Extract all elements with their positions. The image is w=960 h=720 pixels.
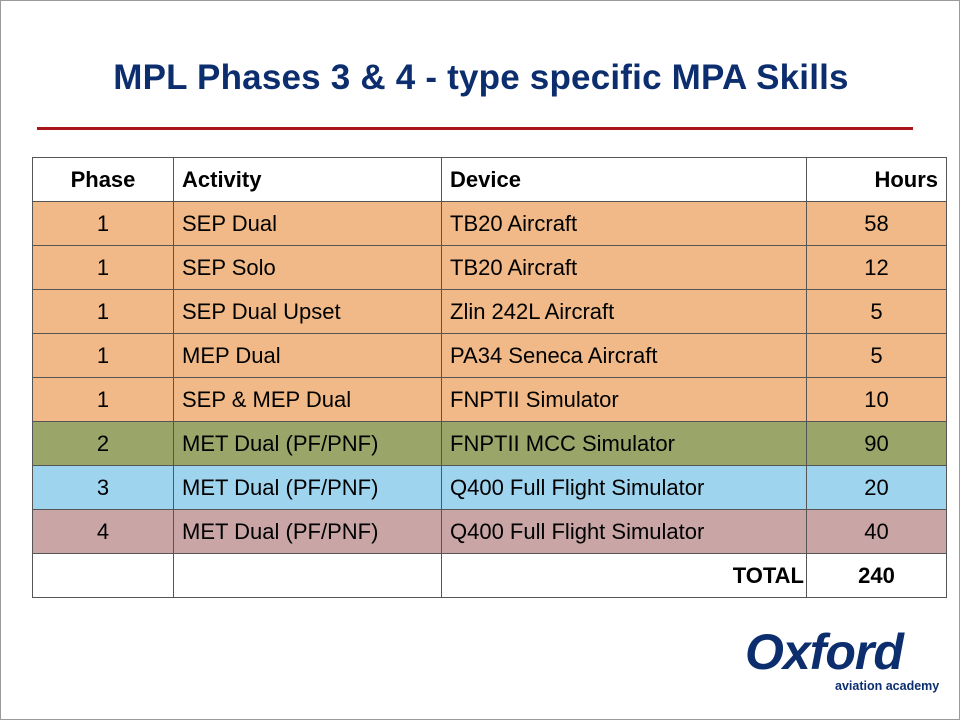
oxford-logo: Oxford aviation academy (745, 624, 945, 699)
table-row: 3 MET Dual (PF/PNF) Q400 Full Flight Sim… (32, 465, 947, 510)
table-row: 4 MET Dual (PF/PNF) Q400 Full Flight Sim… (32, 509, 947, 554)
cell-hours: 40 (806, 509, 947, 554)
cell-activity: MET Dual (PF/PNF) (173, 421, 442, 466)
cell-hours: 10 (806, 377, 947, 422)
cell-phase: 2 (32, 421, 174, 466)
table-header-row: Phase Activity Device Hours (32, 157, 947, 202)
cell-activity: MET Dual (PF/PNF) (173, 509, 442, 554)
cell-hours: 58 (806, 201, 947, 246)
empty-cell (32, 553, 174, 598)
table-row: 2 MET Dual (PF/PNF) FNPTII MCC Simulator… (32, 421, 947, 466)
cell-device: FNPTII MCC Simulator (441, 421, 807, 466)
cell-device: FNPTII Simulator (441, 377, 807, 422)
cell-activity: SEP Dual (173, 201, 442, 246)
title-divider (37, 127, 913, 130)
cell-phase: 1 (32, 289, 174, 334)
cell-device: TB20 Aircraft (441, 245, 807, 290)
cell-activity: SEP Dual Upset (173, 289, 442, 334)
cell-phase: 1 (32, 201, 174, 246)
cell-phase: 4 (32, 509, 174, 554)
cell-hours: 5 (806, 333, 947, 378)
logo-wordmark: Oxford (745, 624, 904, 680)
cell-device: Q400 Full Flight Simulator (441, 509, 807, 554)
header-hours: Hours (806, 157, 947, 202)
slide-title: MPL Phases 3 & 4 - type specific MPA Ski… (113, 58, 849, 97)
cell-activity: SEP & MEP Dual (173, 377, 442, 422)
header-activity: Activity (173, 157, 442, 202)
cell-hours: 20 (806, 465, 947, 510)
cell-activity: MET Dual (PF/PNF) (173, 465, 442, 510)
cell-device: Zlin 242L Aircraft (441, 289, 807, 334)
header-phase: Phase (32, 157, 174, 202)
cell-phase: 1 (32, 245, 174, 290)
table-total-row: TOTAL 240 (32, 553, 947, 598)
cell-device: Q400 Full Flight Simulator (441, 465, 807, 510)
cell-device: TB20 Aircraft (441, 201, 807, 246)
cell-hours: 90 (806, 421, 947, 466)
cell-phase: 1 (32, 377, 174, 422)
table-row: 1 MEP Dual PA34 Seneca Aircraft 5 (32, 333, 947, 378)
table-row: 1 SEP Dual TB20 Aircraft 58 (32, 201, 947, 246)
table-row: 1 SEP & MEP Dual FNPTII Simulator 10 (32, 377, 947, 422)
cell-activity: MEP Dual (173, 333, 442, 378)
cell-device: PA34 Seneca Aircraft (441, 333, 807, 378)
header-device: Device (441, 157, 807, 202)
cell-hours: 5 (806, 289, 947, 334)
cell-phase: 1 (32, 333, 174, 378)
total-label: TOTAL (441, 553, 807, 598)
total-hours: 240 (806, 553, 947, 598)
table-row: 1 SEP Solo TB20 Aircraft 12 (32, 245, 947, 290)
cell-hours: 12 (806, 245, 947, 290)
empty-cell (173, 553, 442, 598)
table-row: 1 SEP Dual Upset Zlin 242L Aircraft 5 (32, 289, 947, 334)
cell-activity: SEP Solo (173, 245, 442, 290)
logo-subtitle: aviation academy (835, 679, 940, 693)
training-hours-table: Phase Activity Device Hours 1 SEP Dual T… (32, 157, 947, 598)
cell-phase: 3 (32, 465, 174, 510)
